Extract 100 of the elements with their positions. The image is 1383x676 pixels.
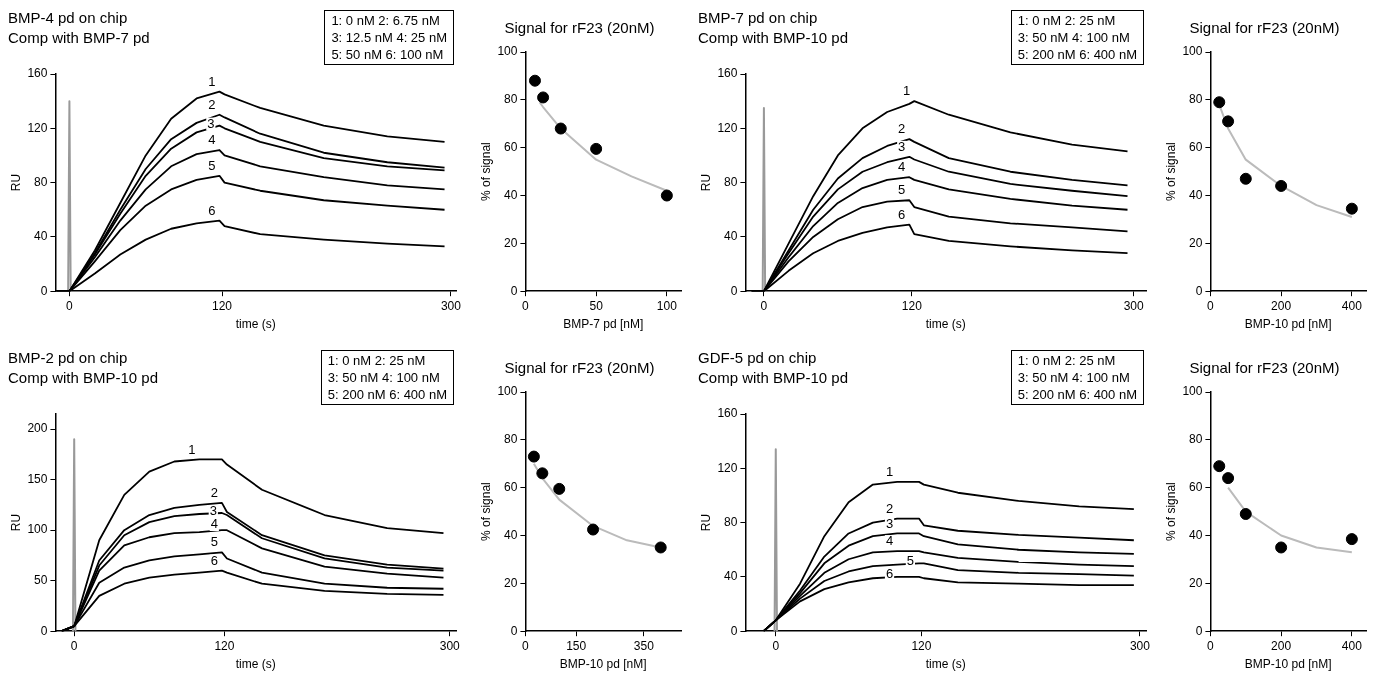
y-tick-label: 0 [510,283,518,298]
x-tick-label: 300 [440,298,462,313]
y-tick-label: 100 [1182,44,1203,59]
y-tick-label: 0 [40,283,48,298]
text: 5: 200 nM 6: 400 nM [1017,386,1137,403]
text: 5: 200 nM 6: 400 nM [1017,46,1137,63]
y-tick-label: 80 [504,92,518,107]
chart-title: GDF-5 pd on chip [698,349,817,367]
y-axis-title: % of signal [478,482,493,541]
x-tick-label: 300 [1123,298,1145,313]
series-label: 6 [885,566,894,582]
y-tick-label: 40 [724,229,738,244]
x-tick-label: 0 [772,638,780,653]
y-tick-label: 40 [1189,187,1203,202]
x-tick-label: 0 [1207,298,1215,313]
x-axis-title: time (s) [925,317,966,332]
text: 1: 0 nM 2: 25 nM [1017,12,1117,29]
x-tick-label: 0 [522,638,530,653]
chart-title: Signal for rF23 (20nM) [1189,359,1340,377]
series-label: 3 [885,515,894,531]
y-tick-label: 120 [27,120,48,135]
y-tick-label: 60 [504,139,518,154]
y-axis-title: RU [8,173,23,192]
y-axis-title: RU [698,513,713,532]
text: 3: 50 nM 4: 100 nM [327,369,441,386]
chart-title: BMP-7 pd on chip [698,9,818,27]
x-tick-label: 120 [214,638,235,653]
chart-title: Signal for rF23 (20nM) [1189,19,1340,37]
text: 5: 200 nM 6: 400 nM [327,386,447,403]
x-axis-title: time (s) [235,657,276,672]
series-label: 2 [210,484,218,500]
y-tick-label: 80 [724,174,738,189]
y-tick-label: 100 [497,384,518,399]
series-label: 4 [885,533,894,549]
y-tick-label: 0 [730,623,738,638]
chart-subtitle: Comp with BMP-10 pd [698,29,849,47]
y-tick-label: 80 [724,514,738,529]
x-tick-label: 200 [1271,638,1292,653]
y-tick-label: 40 [504,187,518,202]
x-tick-label: 400 [1341,638,1363,653]
series-label: 1 [903,83,911,99]
y-tick-label: 120 [717,120,738,135]
y-tick-label: 80 [504,432,518,447]
y-tick-label: 40 [1189,527,1203,542]
y-axis-title: % of signal [1163,482,1178,541]
y-tick-label: 0 [1195,623,1203,638]
x-tick-label: 0 [760,298,768,313]
x-axis-title: time (s) [925,657,966,672]
y-axis-title: % of signal [1163,142,1178,201]
y-tick-label: 0 [1195,283,1203,298]
series-label: 4 [208,132,216,148]
text: 1: 0 nM 2: 25 nM [327,352,427,369]
x-tick-label: 300 [439,638,461,653]
x-axis-title: BMP-10 pd [nM] [559,657,647,672]
text: 1: 0 nM 2: 6.75 nM [331,12,441,29]
text: 3: 50 nM 4: 100 nM [1017,369,1131,386]
y-tick-label: 0 [510,623,518,638]
x-tick-label: 350 [633,638,655,653]
x-tick-label: 0 [1207,638,1215,653]
y-tick-label: 100 [497,44,518,59]
y-tick-label: 60 [504,479,518,494]
series-label: 2 [208,96,216,112]
series-label: 3 [207,115,215,131]
y-tick-label: 200 [27,421,48,436]
series-label: 6 [208,202,216,218]
text: 1: 0 nM 2: 25 nM [1017,352,1117,369]
x-axis-title: BMP-7 pd [nM] [563,317,644,332]
chart-title: BMP-4 pd on chip [8,9,128,27]
y-tick-label: 80 [34,174,48,189]
x-axis-title: BMP-10 pd [nM] [1244,317,1332,332]
y-tick-label: 20 [504,235,518,250]
text: 5: 50 nM 6: 100 nM [331,46,445,63]
text: 3: 12.5 nM 4: 25 nM [331,29,447,46]
series-label: 1 [188,441,196,457]
chart-title: BMP-2 pd on chip [8,349,128,367]
x-axis-title: time (s) [235,317,276,332]
y-tick-label: 0 [40,623,48,638]
series-label: 3 [898,138,906,154]
y-tick-label: 160 [27,66,48,81]
series-label: 4 [898,159,906,175]
x-axis-title: BMP-10 pd [nM] [1244,657,1332,672]
y-tick-label: 80 [1189,432,1203,447]
text: 3: 50 nM 4: 100 nM [1017,29,1131,46]
y-tick-label: 150 [27,471,48,486]
series-label: 5 [898,182,906,198]
chart-subtitle: Comp with BMP-10 pd [698,369,849,387]
series-label: 1 [885,463,894,479]
chart-title: Signal for rF23 (20nM) [504,19,655,37]
chart-subtitle: Comp with BMP-10 pd [8,369,159,387]
x-tick-label: 0 [66,298,74,313]
y-tick-label: 0 [730,283,738,298]
y-tick-label: 100 [27,522,48,537]
y-axis-title: RU [8,513,23,532]
series-label: 4 [210,516,218,532]
y-tick-label: 80 [1189,92,1203,107]
y-tick-label: 20 [1189,575,1203,590]
y-tick-label: 60 [1189,139,1203,154]
y-tick-label: 160 [717,66,738,81]
x-tick-label: 150 [566,638,587,653]
series-label: 5 [210,534,218,550]
